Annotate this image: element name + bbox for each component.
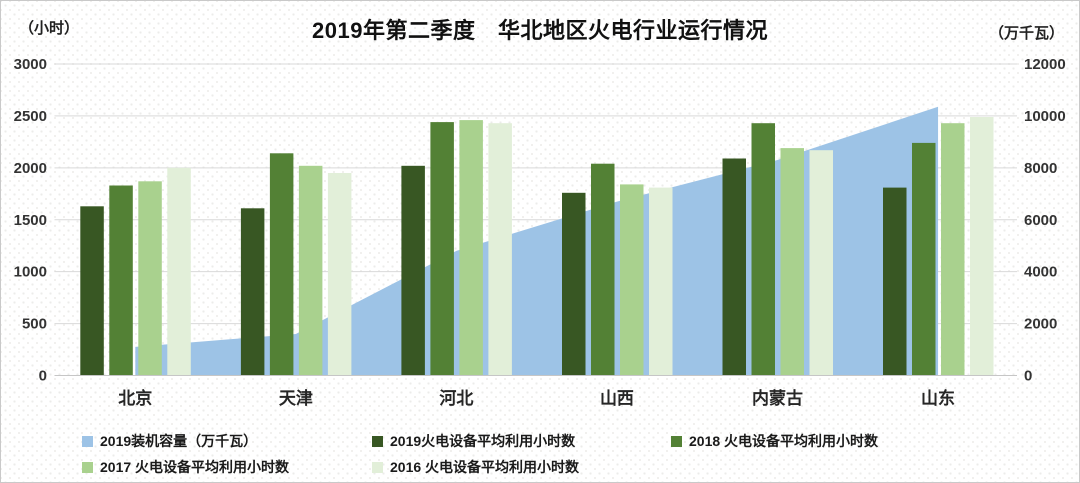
- legend-label: 2018 火电设备平均利用小时数: [689, 433, 879, 449]
- y-axis-tick-right: 4000: [1024, 264, 1057, 281]
- legend-marker: [372, 435, 383, 447]
- y-axis-tick-right: 2000: [1024, 316, 1057, 333]
- y-axis-tick-right: 10000: [1024, 108, 1066, 125]
- x-axis-label: 北京: [118, 388, 152, 408]
- bar-2018-c5: [912, 142, 936, 376]
- legend-label: 2017 火电设备平均利用小时数: [100, 459, 290, 475]
- bar-2016-c5: [970, 117, 994, 376]
- y-axis-tick-right: 6000: [1024, 212, 1057, 229]
- bar-2019-c1: [240, 208, 265, 376]
- bar-2017-c0: [138, 181, 162, 376]
- legend-label: 2019火电设备平均利用小时数: [390, 433, 576, 449]
- x-axis-label: 山西: [600, 389, 634, 408]
- bar-2016-c3: [649, 187, 673, 376]
- legend-marker: [372, 461, 383, 473]
- bar-2018-c2: [430, 122, 454, 376]
- legend-item: 2019火电设备平均利用小时数: [372, 431, 671, 451]
- y-axis-tick-left: 2000: [14, 160, 47, 177]
- bar-2017-c5: [941, 123, 965, 376]
- legend-marker: [82, 461, 93, 473]
- bar-2019-c5: [883, 187, 907, 376]
- legend-label: 2019装机容量（万千瓦）: [100, 433, 258, 449]
- y-axis-tick-left: 2500: [14, 108, 47, 125]
- legend-marker: [671, 435, 682, 447]
- bar-2016-c1: [327, 173, 352, 376]
- legend-label: 2016 火电设备平均利用小时数: [390, 459, 580, 475]
- bar-2017-c4: [780, 148, 804, 376]
- y-axis-tick-right: 0: [1024, 368, 1032, 385]
- y-axis-tick-left: 500: [22, 316, 47, 333]
- y-axis-tick-left: 3000: [14, 56, 47, 73]
- bar-2019-c2: [401, 165, 425, 376]
- legend-item: 2018 火电设备平均利用小时数: [671, 431, 878, 451]
- bar-2018-c3: [591, 163, 615, 376]
- bar-2018-c1: [269, 153, 294, 376]
- bar-2019-c0: [80, 206, 104, 376]
- legend-marker: [82, 435, 93, 447]
- bar-2016-c0: [167, 167, 191, 376]
- x-axis-label: 内蒙古: [752, 388, 803, 408]
- bar-2019-c3: [562, 192, 586, 376]
- bar-2018-c0: [109, 185, 133, 376]
- legend-item: 2019装机容量（万千瓦）: [82, 431, 372, 451]
- right-axis-unit-label: （万千瓦）: [988, 25, 1064, 42]
- bar-2016-c4: [809, 150, 833, 376]
- x-axis-label: 河北: [439, 389, 473, 408]
- left-axis-unit-label: （小时）: [19, 20, 80, 37]
- y-axis-tick-left: 0: [39, 368, 47, 385]
- y-axis-tick-right: 12000: [1024, 56, 1066, 73]
- bar-2016-c2: [488, 123, 512, 376]
- chart-title: 2019年第二季度 华北地区火电行业运行情况: [312, 18, 768, 43]
- y-axis-tick-right: 8000: [1024, 160, 1057, 177]
- y-axis-tick-left: 1500: [14, 212, 47, 229]
- legend-item: 2016 火电设备平均利用小时数: [372, 457, 671, 477]
- bar-2019-c4: [722, 158, 746, 376]
- bar-2017-c1: [298, 165, 323, 376]
- bar-2018-c4: [751, 123, 775, 376]
- bar-2017-c2: [459, 120, 483, 376]
- legend-item: 2017 火电设备平均利用小时数: [82, 457, 372, 477]
- y-axis-tick-left: 1000: [14, 264, 47, 281]
- bar-2017-c3: [620, 184, 644, 376]
- x-axis-label: 山东: [921, 388, 955, 408]
- legend: 2019装机容量（万千瓦） 2019火电设备平均利用小时数 2018 火电设备平均利…: [82, 430, 878, 478]
- x-axis-label: 天津: [279, 388, 313, 408]
